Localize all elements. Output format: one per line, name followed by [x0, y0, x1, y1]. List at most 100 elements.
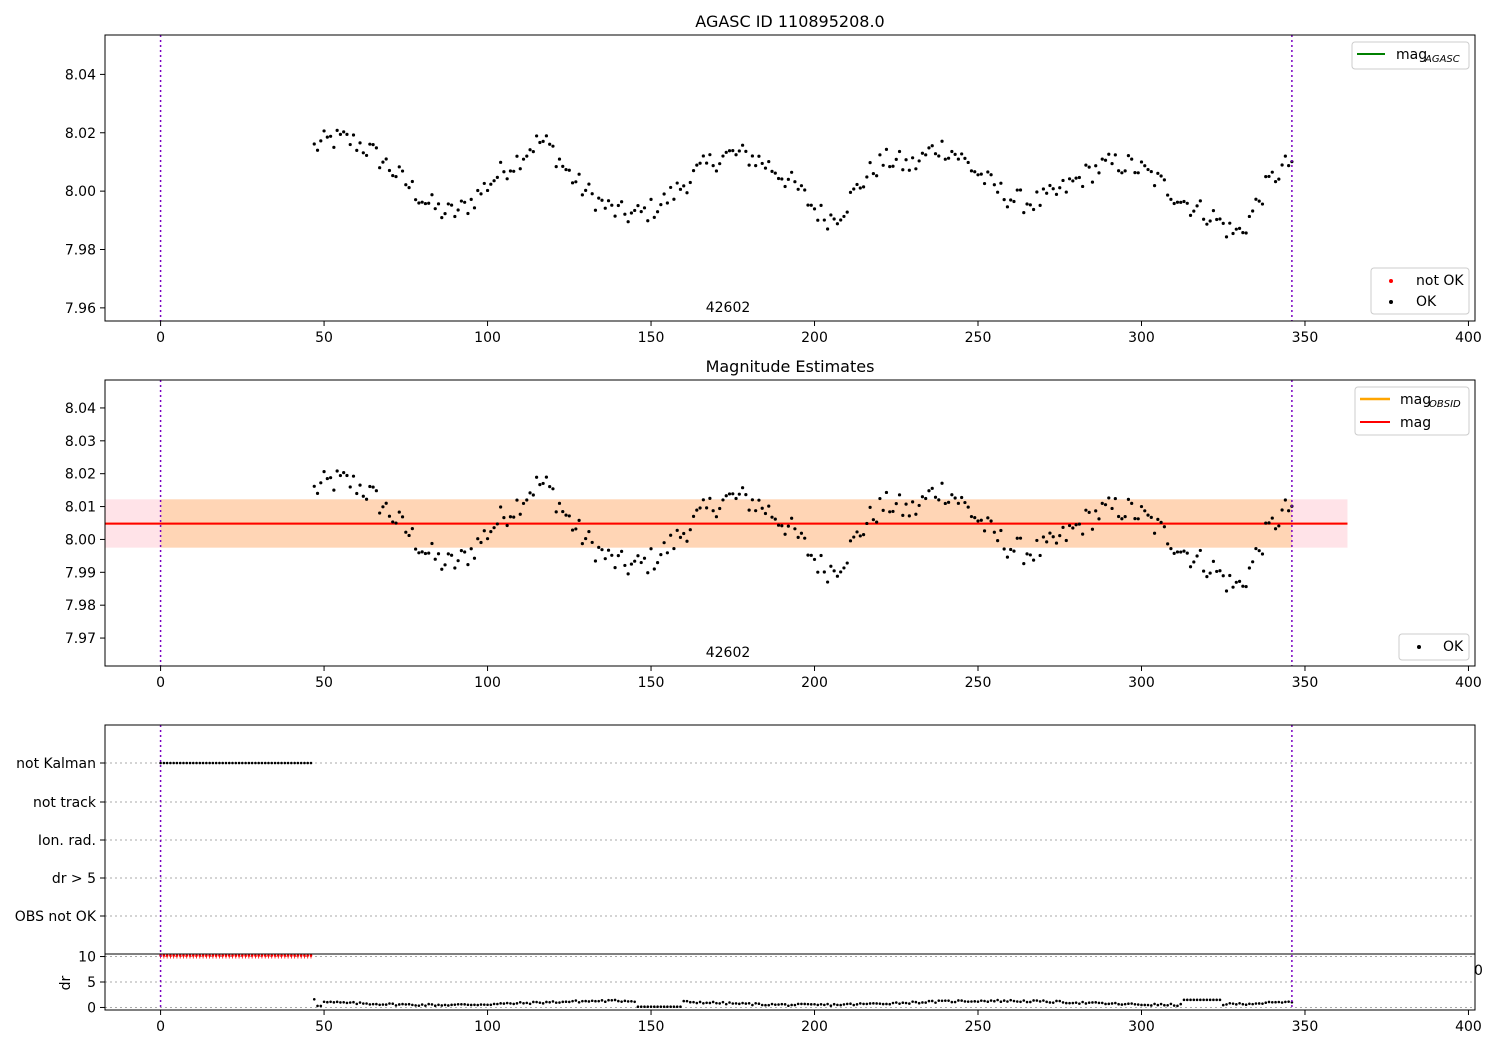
panel1-point	[956, 157, 960, 161]
panel1-point	[894, 157, 898, 161]
dr-point	[600, 999, 604, 1002]
panel2-point	[740, 486, 745, 490]
panel2-point	[940, 481, 944, 485]
dr-point	[715, 1001, 718, 1005]
panel1-point	[551, 144, 555, 148]
panel3-xtick-label: 200	[801, 1019, 828, 1035]
panel1-point	[463, 200, 467, 204]
panel2-point	[714, 515, 719, 519]
not-kalman-point	[247, 761, 251, 765]
panel1-point	[796, 187, 800, 191]
legend-label-mag: mag	[1396, 47, 1427, 63]
dr-point	[1150, 1004, 1153, 1007]
panel2-point	[662, 541, 666, 545]
panel2-point	[809, 553, 813, 557]
dr-point	[411, 1003, 414, 1007]
dr-point	[620, 1000, 623, 1003]
dr-point	[1107, 1002, 1111, 1006]
panel1-point	[701, 154, 705, 158]
flag-label: dr > 5	[52, 871, 96, 887]
panel1-point	[479, 192, 483, 196]
dr-point	[388, 1002, 391, 1005]
panel2-point	[505, 523, 509, 528]
dr-point	[754, 1001, 757, 1005]
dr-point	[626, 1000, 630, 1003]
panel1-point	[1244, 231, 1248, 235]
dr-point	[371, 1002, 375, 1006]
panel1-point	[587, 182, 591, 186]
dr-point	[675, 1005, 679, 1008]
dr-point	[515, 1002, 519, 1005]
legend-label-mag-obsid: mag	[1400, 392, 1431, 408]
dr-point	[829, 1004, 833, 1007]
panel2-point	[973, 516, 977, 520]
not-kalman-point	[211, 761, 215, 765]
dr-point	[335, 1000, 339, 1004]
panel1-point	[414, 198, 418, 202]
panel1-point	[783, 184, 787, 189]
panel2-point	[884, 490, 889, 495]
panel1-point	[1195, 204, 1199, 208]
dr-point	[1133, 1002, 1137, 1006]
panel1-xtick-label: 250	[965, 330, 992, 346]
dr-point	[793, 1003, 797, 1007]
panel1-point	[1280, 163, 1284, 167]
panel1-point	[803, 188, 807, 192]
panel1-xtick-label: 400	[1455, 330, 1482, 346]
panel1-point	[499, 160, 503, 164]
dr-point	[1064, 1001, 1068, 1005]
panel1-point	[763, 166, 768, 170]
dr-point	[947, 999, 950, 1002]
panel2-point	[776, 523, 781, 527]
panel1-point	[1211, 209, 1216, 213]
dr-point	[708, 1001, 712, 1005]
panel2-ytick-label: 8.04	[65, 401, 96, 417]
dr-point	[744, 1002, 748, 1005]
dr-point	[1058, 999, 1062, 1003]
panel2-point	[384, 501, 388, 505]
panel2-point	[678, 535, 683, 540]
panel2-point	[685, 539, 689, 543]
panel1-point	[878, 153, 882, 157]
dr-point	[450, 1003, 453, 1007]
panel1-point	[989, 173, 993, 177]
panel2-point	[1087, 510, 1091, 514]
dr-point	[322, 1000, 326, 1004]
panel1-point	[1179, 200, 1183, 204]
not-kalman-point	[286, 761, 290, 765]
panel2-point	[642, 556, 647, 560]
panel1-point	[858, 186, 862, 190]
dr-point	[375, 1002, 378, 1006]
panel2-point	[986, 516, 990, 520]
panel1-point	[1028, 203, 1032, 207]
panel1-point	[966, 160, 970, 165]
panel2-point	[1273, 527, 1278, 531]
panel2-point	[646, 571, 650, 575]
dr-point	[702, 1002, 705, 1005]
panel1-point	[1228, 221, 1232, 225]
panel1-point	[548, 142, 552, 146]
panel1-point	[1251, 209, 1255, 213]
panel1-point	[842, 214, 846, 219]
dr-point	[505, 1001, 509, 1005]
panel2-point	[904, 502, 908, 506]
panel2-point	[1228, 573, 1232, 578]
panel2-point	[718, 506, 722, 511]
panel1-point	[1182, 199, 1186, 204]
panel2-point	[806, 553, 810, 557]
panel2-ytick-label: 8.03	[65, 434, 96, 450]
panel2-point	[626, 572, 630, 576]
panel2-point	[763, 511, 768, 516]
panel1-point	[1133, 171, 1137, 175]
panel1-point	[881, 163, 885, 167]
dr-point	[659, 1005, 663, 1008]
not-kalman-point	[303, 761, 306, 765]
dr-point	[666, 1005, 669, 1008]
panel1-point	[747, 163, 751, 167]
panel2-point	[358, 483, 362, 487]
dr-point	[858, 1002, 862, 1005]
panel2-legend-mag: mag OBSID mag	[1354, 386, 1470, 436]
dr-point	[767, 1003, 771, 1007]
panel2-point	[796, 535, 800, 539]
panel1-point	[904, 158, 908, 162]
